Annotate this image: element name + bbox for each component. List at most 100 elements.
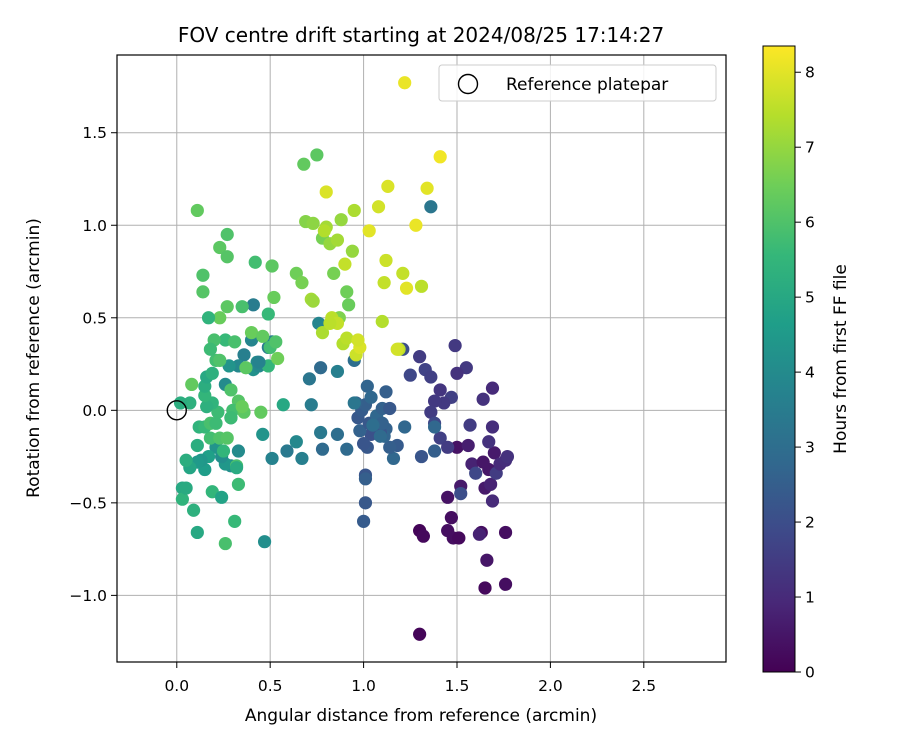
colorbar-tick-label: 1 xyxy=(805,589,815,607)
scatter-point xyxy=(478,581,492,595)
scatter-point xyxy=(213,353,227,367)
y-axis-label: Rotation from reference (arcmin) xyxy=(24,218,44,498)
scatter-point xyxy=(304,398,318,412)
scatter-point xyxy=(183,396,197,410)
scatter-point xyxy=(196,285,210,299)
scatter-point xyxy=(396,266,410,280)
y-tick-label: 0.0 xyxy=(82,402,107,420)
scatter-point xyxy=(379,253,393,268)
scatter-point xyxy=(248,255,262,269)
scatter-point xyxy=(269,335,283,349)
scatter-point xyxy=(399,281,414,295)
scatter-point xyxy=(295,276,309,290)
scatter-point xyxy=(252,355,266,369)
scatter-point xyxy=(314,425,328,440)
scatter-point xyxy=(353,424,367,438)
colorbar-tick-label: 0 xyxy=(805,664,815,682)
scatter-point xyxy=(330,364,345,379)
scatter-point xyxy=(267,290,281,305)
scatter-point xyxy=(340,442,354,456)
plot-frame xyxy=(116,54,727,663)
scatter-point xyxy=(175,492,189,506)
scatter-point xyxy=(239,361,253,375)
scatter-point xyxy=(379,385,393,399)
scatter-point xyxy=(330,427,345,441)
scatter-point xyxy=(414,279,429,293)
scatter-point xyxy=(433,383,447,397)
colorbar: 0 1 2 3 4 5 6 7 8 Hours from first FF file xyxy=(762,45,851,682)
colorbar-tick-label: 4 xyxy=(805,364,815,382)
scatter-point xyxy=(198,388,212,403)
scatter-point xyxy=(315,325,330,340)
scatter-point xyxy=(200,400,214,414)
x-axis-label: Angular distance from reference (arcmin) xyxy=(245,706,597,726)
scatter-point xyxy=(356,437,371,451)
scatter-point xyxy=(342,298,356,312)
scatter-point xyxy=(203,342,218,356)
y-tick-label: 0.5 xyxy=(82,309,107,327)
reference-marker-group xyxy=(166,400,187,421)
scatter-point xyxy=(327,266,341,280)
scatter-point xyxy=(498,525,513,540)
scatter-point xyxy=(487,446,501,460)
scatter-point xyxy=(224,383,238,397)
x-tick-label: 2.5 xyxy=(631,677,656,695)
scatter-point xyxy=(340,285,354,299)
scatter-point xyxy=(334,213,348,227)
scatter-point xyxy=(347,396,361,410)
scatter-point xyxy=(427,444,442,458)
scatter-point xyxy=(424,370,438,384)
scatter-point xyxy=(472,527,487,541)
scatter-point xyxy=(213,311,227,325)
scatter-point xyxy=(231,444,246,458)
scatter-point xyxy=(205,366,219,380)
scatter-point xyxy=(306,294,320,308)
y-tick-label: 1.5 xyxy=(82,124,107,142)
scatter-point xyxy=(364,390,378,404)
scatter-point xyxy=(201,311,216,325)
scatter-point xyxy=(381,179,395,193)
x-axis: 0.0 0.5 1.0 1.5 2.0 2.5 xyxy=(164,662,656,695)
scatter-point xyxy=(306,216,320,231)
scatter-point xyxy=(375,314,389,329)
scatter-point xyxy=(360,379,374,393)
scatter-point xyxy=(246,298,260,312)
scatter-point xyxy=(190,438,204,453)
scatter-points xyxy=(173,76,515,641)
scatter-point xyxy=(295,451,309,466)
scatter-point xyxy=(319,185,333,199)
scatter-point xyxy=(276,398,290,412)
scatter-point xyxy=(228,335,242,349)
colorbar-ticks: 0 1 2 3 4 5 6 7 8 xyxy=(795,64,815,682)
scatter-point xyxy=(358,472,373,486)
scatter-point xyxy=(338,257,352,271)
scatter-point xyxy=(424,200,438,214)
scatter-point xyxy=(229,461,244,475)
scatter-point xyxy=(280,444,294,458)
scatter-point xyxy=(433,431,447,445)
scatter-point xyxy=(461,438,475,453)
scatter-point xyxy=(371,200,386,214)
scatter-point xyxy=(310,148,324,162)
scatter-point xyxy=(448,338,462,353)
scatter-point xyxy=(358,496,373,510)
legend-open-circle-marker xyxy=(457,73,479,95)
scatter-point xyxy=(317,224,331,238)
scatter-point xyxy=(196,268,210,282)
y-tick-label: −0.5 xyxy=(69,494,107,512)
scatter-point xyxy=(254,405,268,419)
scatter-point xyxy=(220,300,234,314)
scatter-point xyxy=(220,250,234,264)
scatter-point xyxy=(441,440,455,454)
x-tick-label: 0.5 xyxy=(258,677,283,695)
scatter-point xyxy=(261,307,275,321)
scatter-point xyxy=(420,181,434,195)
scatter-point xyxy=(213,240,227,255)
scatter-point xyxy=(330,233,345,247)
scatter-point xyxy=(203,431,218,445)
scatter-point xyxy=(441,490,455,504)
scatter-point xyxy=(228,514,242,528)
colorbar-tick-label: 2 xyxy=(805,514,815,532)
legend: Reference platepar xyxy=(438,64,717,102)
